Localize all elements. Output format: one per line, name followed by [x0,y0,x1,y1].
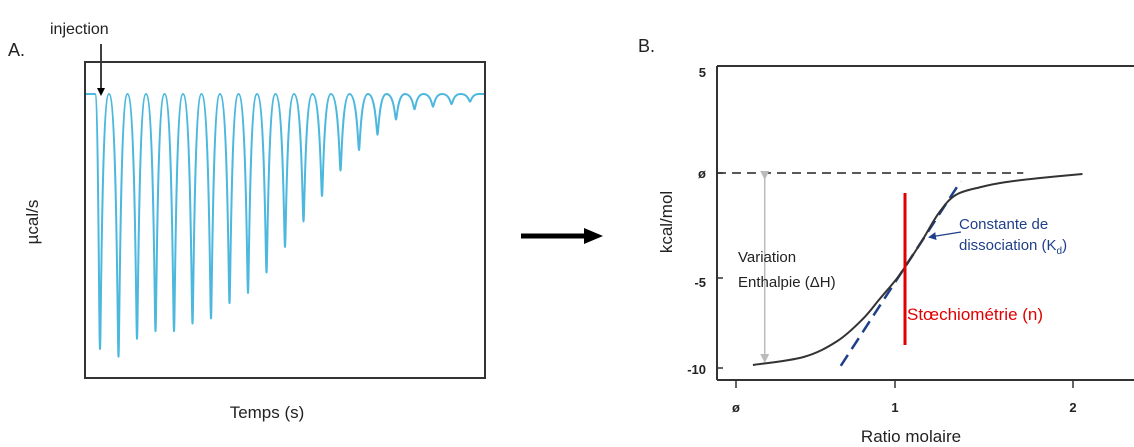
kd-label-line2: dissociation (Kd) [959,237,1067,257]
panel-b-ylabel: kcal/mol [657,191,676,253]
thermogram-trace [86,92,484,358]
binding-isotherm-curve [752,173,1083,366]
y-tick-label-5: 5 [699,65,706,80]
panel-a: A. injection µcal/s Temps (s) [8,21,486,422]
enthalpy-label-line1: Variation [738,249,796,266]
panel-a-ylabel: µcal/s [23,200,42,245]
stoichiometry-label: Stœchiométrie (n) [907,305,1043,324]
y-tick-label-minus-10: -10 [687,362,706,377]
panel-a-xlabel: Temps (s) [230,403,305,422]
x-tick-label-1: 1 [891,400,898,415]
kd-label-prefix: dissociation (K [959,237,1057,254]
y-tick-label-0: ø [698,166,706,181]
kd-label-suffix: ) [1062,237,1067,254]
kd-label-subscript: d [1057,246,1063,257]
x-tick-label-2: 2 [1069,400,1076,415]
x-tick-label-0: ø [732,400,740,415]
kd-pointer-arrow [928,231,962,240]
panel-a-letter: A. [8,40,25,60]
kd-label-line1: Constante de [959,216,1048,233]
panel-b: B. 5 ø -5 -10 ø 1 2 kcal/mol Ratio molai… [638,36,1134,446]
panel-a-frame [84,61,486,379]
panel-b-xlabel: Ratio molaire [861,427,961,446]
x-tick-marks [735,380,1074,388]
panel-b-letter: B. [638,36,655,56]
injection-label: injection [50,21,109,38]
process-arrow [521,228,603,244]
y-tick-label-minus-5: -5 [694,275,706,290]
enthalpy-label-line2: Enthalpie (ΔH) [738,274,836,291]
